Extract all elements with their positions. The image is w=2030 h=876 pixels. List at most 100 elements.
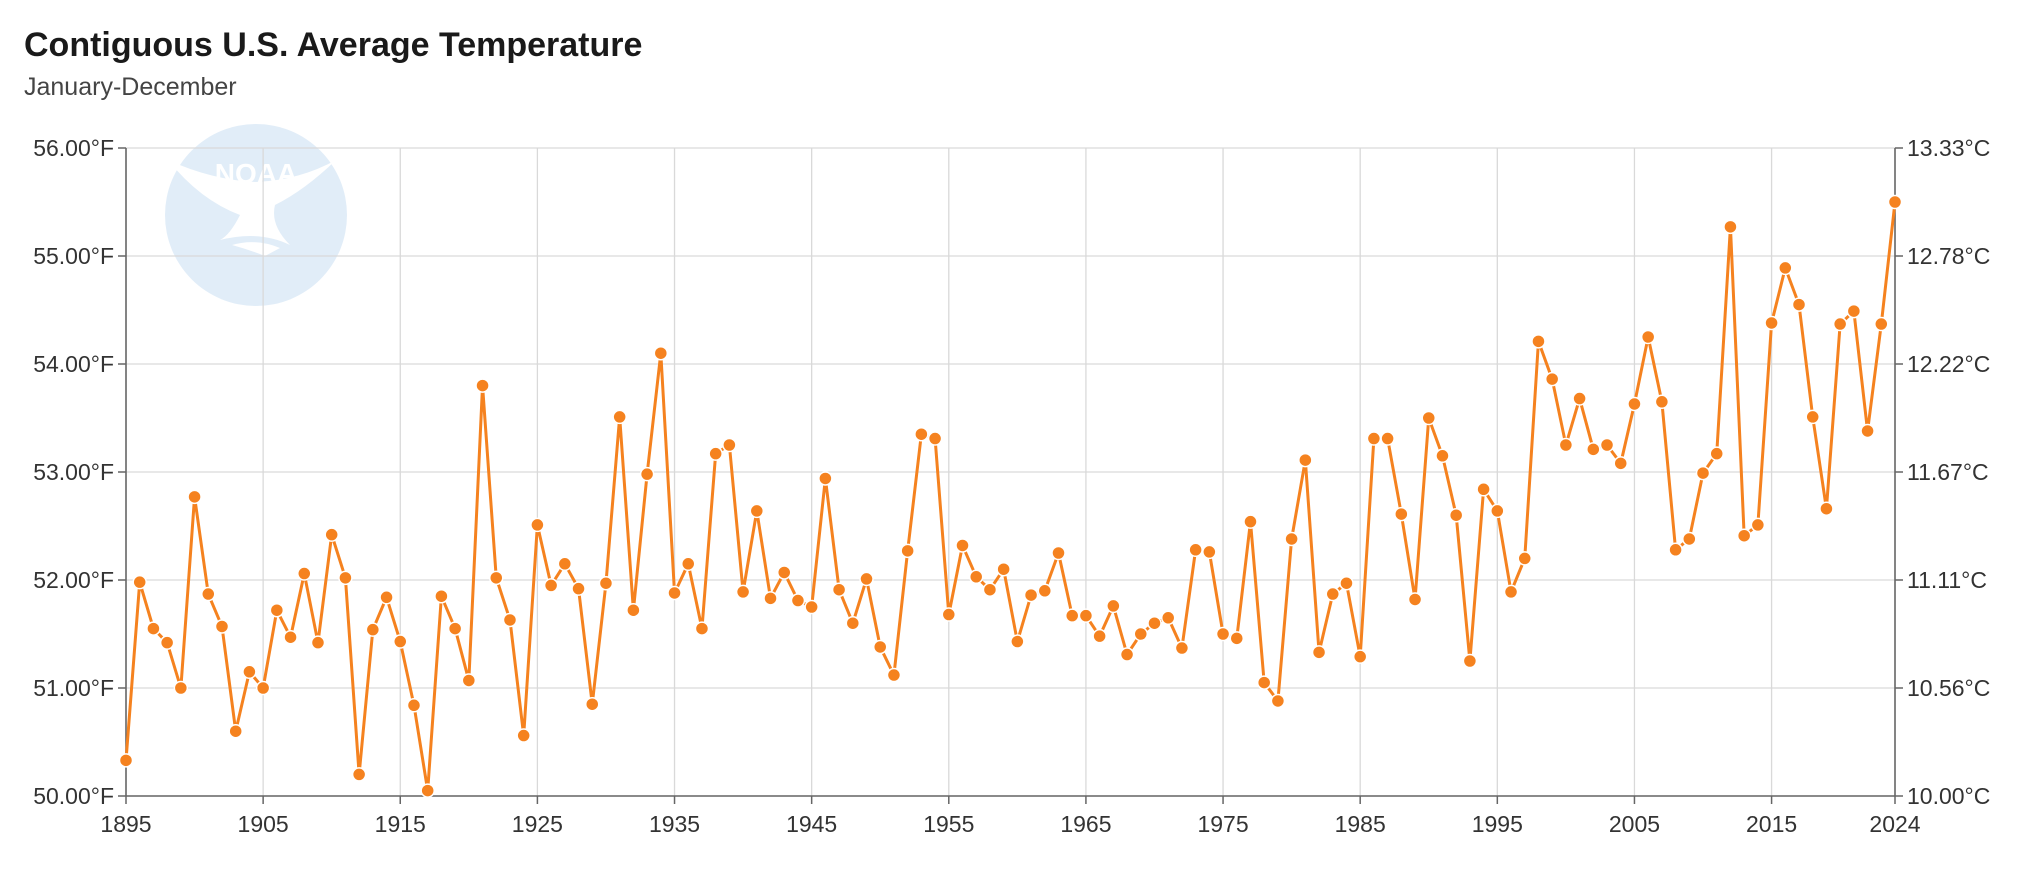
x-tick-label: 2024: [1869, 811, 1920, 837]
data-point: [297, 566, 312, 581]
data-point: [667, 585, 682, 601]
data-point: [626, 602, 641, 618]
data-point: [502, 612, 518, 628]
data-point: [1339, 575, 1354, 591]
data-point: [1764, 315, 1779, 331]
data-point: [365, 622, 381, 637]
data-point: [653, 345, 669, 361]
data-point: [1778, 260, 1793, 276]
y2-tick-label: 12.78°C: [1907, 243, 1990, 269]
data-point: [1586, 442, 1601, 457]
data-point: [557, 556, 573, 572]
data-point: [1064, 608, 1080, 623]
data-point: [763, 591, 778, 606]
data-point: [1311, 645, 1327, 660]
data-point: [1448, 507, 1464, 523]
data-point: [1133, 626, 1149, 642]
x-tick-label: 2015: [1746, 811, 1797, 837]
data-point: [1037, 583, 1053, 599]
data-point: [461, 673, 477, 688]
data-point: [1805, 409, 1820, 425]
y-tick-label: 53.00°F: [33, 459, 114, 485]
data-point: [1421, 410, 1437, 426]
series-temperature: [118, 194, 1903, 798]
data-point: [982, 582, 998, 597]
y-axis-ticks-fahrenheit: 50.00°F 51.00°F 52.00°F 53.00°F 54.00°F 55.00…: [33, 135, 126, 809]
data-point: [1325, 586, 1341, 602]
data-point: [420, 783, 435, 798]
data-point: [1243, 514, 1258, 529]
data-point: [118, 753, 134, 768]
data-point: [708, 446, 723, 461]
data-point: [489, 570, 504, 586]
data-point: [1270, 693, 1286, 709]
data-point: [872, 639, 888, 655]
data-point: [310, 635, 326, 650]
data-point: [859, 571, 874, 587]
data-point: [242, 664, 257, 680]
data-point: [1874, 316, 1889, 332]
data-point: [1256, 675, 1272, 690]
data-point: [845, 615, 861, 631]
data-point: [201, 586, 216, 602]
y2-tick-label: 11.11°C: [1907, 567, 1987, 593]
data-point: [1627, 396, 1642, 412]
data-point: [338, 570, 353, 586]
x-tick-label: 1995: [1472, 811, 1523, 837]
data-point: [1682, 531, 1697, 547]
data-point: [187, 489, 202, 505]
data-point: [1078, 608, 1094, 623]
data-point: [804, 599, 819, 615]
data-point: [1407, 592, 1423, 607]
data-point: [269, 602, 285, 618]
data-point: [927, 431, 943, 446]
data-point: [1791, 297, 1807, 312]
data-point: [941, 607, 957, 622]
data-point: [1051, 545, 1066, 561]
data-point: [1709, 446, 1724, 461]
y2-tick-label: 11.67°C: [1907, 459, 1989, 485]
data-point: [1174, 640, 1190, 656]
data-point: [1517, 551, 1532, 566]
data-point: [1394, 506, 1409, 522]
data-point: [1490, 503, 1505, 519]
x-tick-label: 1955: [923, 811, 974, 837]
data-point: [1023, 587, 1039, 603]
data-point: [1846, 303, 1862, 319]
data-point: [543, 578, 559, 593]
data-point: [1160, 610, 1176, 626]
data-point: [598, 575, 614, 591]
data-point: [1435, 448, 1450, 464]
x-tick-label: 2005: [1609, 811, 1660, 837]
data-point: [886, 667, 902, 683]
series-line: [124, 201, 1897, 793]
data-point: [1572, 391, 1587, 406]
data-point: [1750, 517, 1766, 533]
data-point: [1832, 316, 1848, 332]
data-point: [1462, 653, 1478, 669]
data-point: [831, 582, 847, 597]
data-point: [1558, 437, 1574, 453]
x-tick-label: 1925: [512, 811, 563, 837]
data-point: [146, 621, 161, 636]
x-tick-label: 1945: [786, 811, 837, 837]
data-point: [283, 629, 298, 645]
data-point: [955, 538, 970, 553]
x-tick-label: 1905: [238, 811, 289, 837]
y-tick-label: 50.00°F: [33, 783, 114, 809]
y-tick-label: 55.00°F: [33, 243, 114, 269]
data-point: [639, 466, 655, 482]
data-point: [1380, 431, 1395, 446]
y2-tick-label: 12.22°C: [1907, 351, 1990, 377]
data-point: [1819, 501, 1834, 516]
data-point: [749, 503, 765, 519]
data-point: [722, 437, 737, 453]
y-tick-label: 56.00°F: [33, 135, 114, 161]
data-point: [1229, 631, 1245, 646]
x-tick-label: 1935: [649, 811, 700, 837]
grid-lines: [126, 147, 1895, 797]
x-axis-ticks: 1895 1905 1915 1925 1935 1945 1955 1965 1975 1985…: [100, 796, 1921, 837]
data-point: [516, 728, 531, 743]
data-point: [1503, 584, 1519, 600]
